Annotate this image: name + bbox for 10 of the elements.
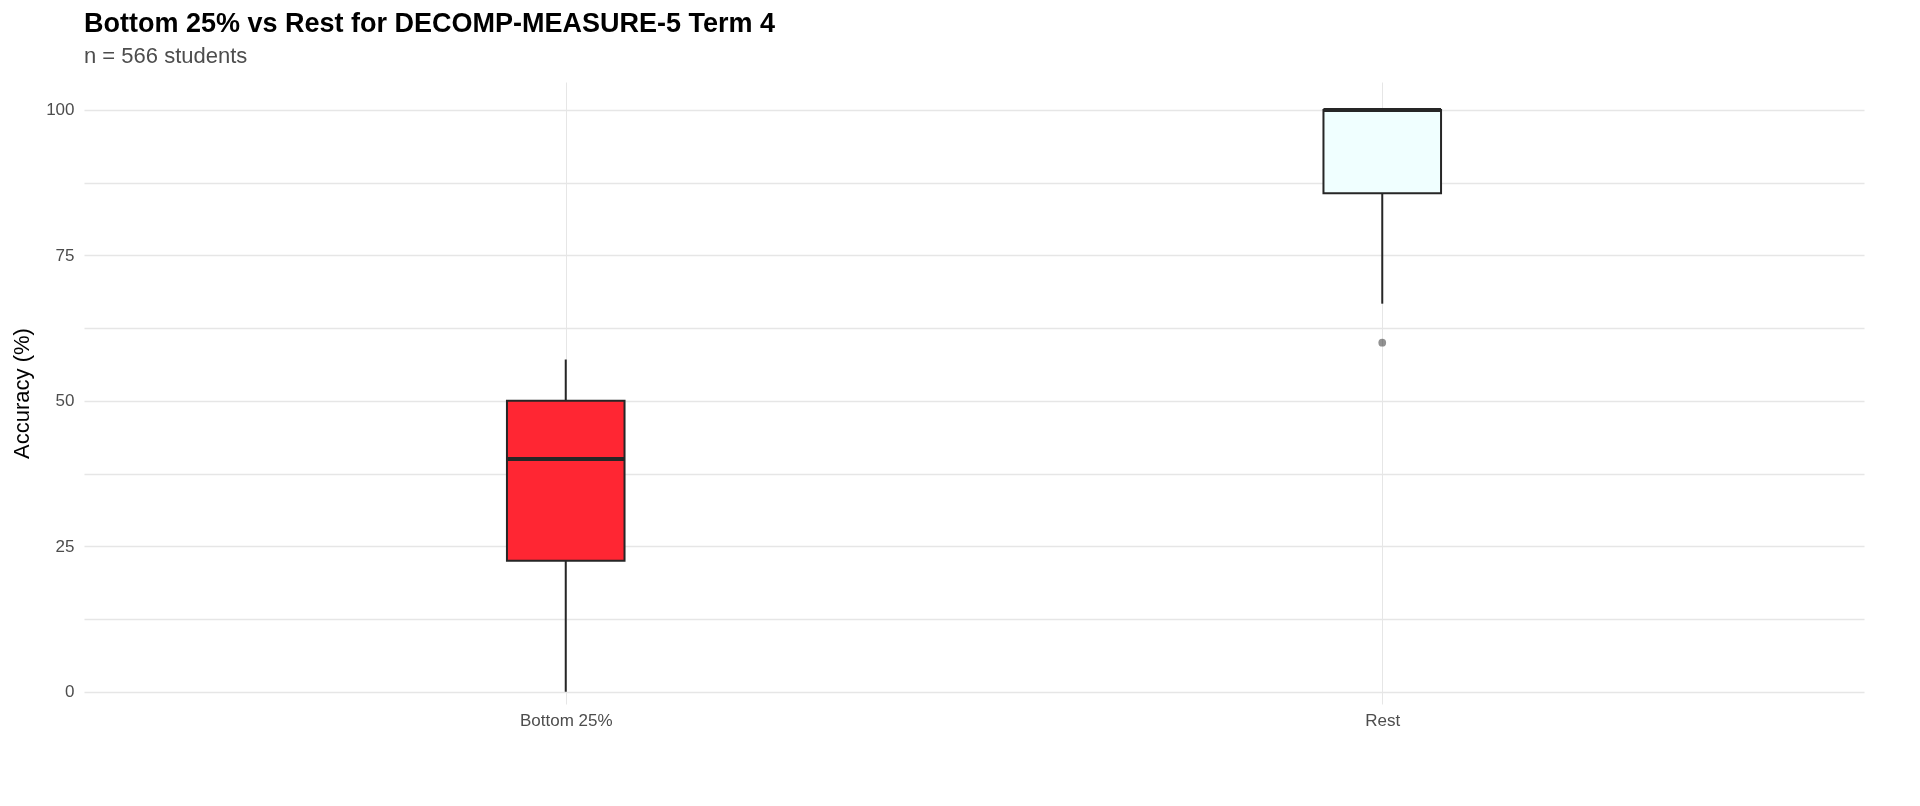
x-tick-label: Bottom 25%: [519, 710, 613, 730]
y-tick-label: 0: [65, 682, 75, 702]
y-tick-label: 75: [55, 245, 75, 265]
x-tick-label: Rest: [1365, 710, 1401, 730]
y-tick-label: 50: [55, 391, 75, 411]
chart-title: Bottom 25% vs Rest for DECOMP-MEASURE-5 Term 4: [84, 8, 776, 38]
y-tick-label: 25: [55, 536, 75, 556]
y-axis-title: Accuracy (%): [9, 328, 35, 459]
chart-subtitle: n = 566 students: [84, 43, 248, 68]
y-tick-label: 100: [46, 100, 75, 120]
